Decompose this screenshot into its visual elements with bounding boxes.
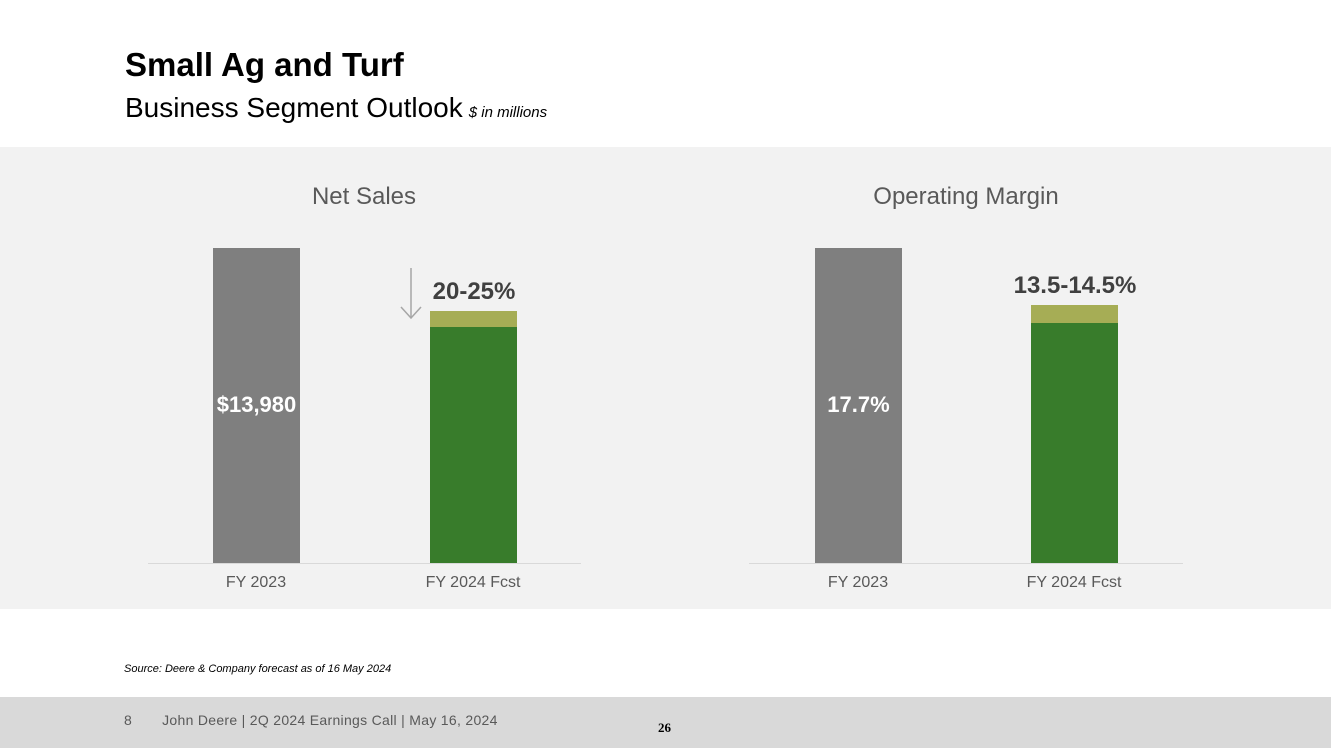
slide-number: 8	[124, 712, 133, 728]
x-tick-label: FY 2023	[225, 574, 287, 591]
x-tick-label: FY 2024 Fcst	[1026, 574, 1122, 591]
forecast-range-label: 13.5-14.5%	[1013, 271, 1137, 299]
bar-value-label: 17.7%	[827, 391, 890, 417]
bar-forecast-range	[430, 311, 517, 327]
net-sales-axis	[148, 563, 581, 564]
bar-forecast-low	[430, 326, 517, 563]
page-number: 26	[658, 720, 671, 735]
charts-panel	[0, 147, 1331, 609]
operating-margin-title: Operating Margin	[873, 183, 1059, 210]
bar-forecast-range	[1031, 304, 1118, 323]
bar-forecast-low	[1031, 322, 1118, 563]
x-tick-label: FY 2023	[827, 574, 889, 591]
unit-note: $ in millions	[468, 104, 548, 121]
bar-fy-2023	[815, 248, 902, 563]
footer-bar	[0, 697, 1331, 748]
x-tick-label: FY 2024 Fcst	[425, 574, 521, 591]
net-sales-title: Net Sales	[311, 183, 417, 210]
bar-fy-2023	[213, 248, 300, 563]
page-title: Small Ag and Turf	[125, 46, 404, 83]
source-note: Source: Deere & Company forecast as of 1…	[124, 663, 392, 675]
subtitle-text: Business Segment Outlook	[125, 92, 463, 123]
footer-text: 8 John Deere | 2Q 2024 Earnings Call | Ma…	[124, 712, 498, 728]
down-arrow-icon	[400, 268, 422, 320]
bar-value-label: $13,980	[216, 391, 297, 417]
forecast-range-label: 20-25%	[432, 278, 516, 305]
page-subtitle: Business Segment Outlook $ in millions	[125, 92, 547, 124]
footer-caption: John Deere | 2Q 2024 Earnings Call | May…	[162, 712, 498, 728]
operating-margin-axis	[749, 563, 1183, 564]
